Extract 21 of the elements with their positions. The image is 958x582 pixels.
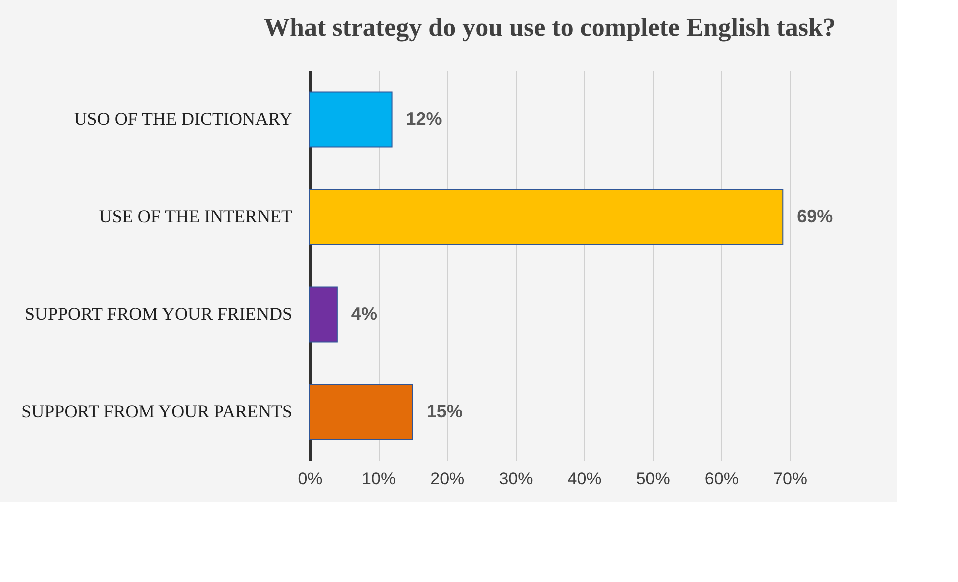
bar bbox=[310, 286, 338, 343]
x-tick-label: 70% bbox=[773, 470, 808, 488]
data-label: 15% bbox=[426, 401, 463, 422]
x-tick-label: 20% bbox=[430, 470, 465, 488]
x-tick-label: 0% bbox=[298, 470, 323, 488]
x-tick-label: 40% bbox=[568, 470, 602, 488]
bar bbox=[310, 189, 784, 246]
x-tick-label: 10% bbox=[362, 470, 396, 488]
y-tick-label: SUPPORT FROM YOUR FRIENDS bbox=[25, 304, 292, 324]
data-label: 69% bbox=[797, 206, 834, 226]
x-tick-label: 30% bbox=[499, 470, 534, 488]
y-tick-label: USO OF THE DICTIONARY bbox=[74, 108, 292, 129]
y-tick-label: USE OF THE INTERNET bbox=[99, 206, 292, 226]
data-label: 12% bbox=[406, 108, 442, 129]
data-label: 4% bbox=[351, 304, 378, 324]
x-tick-label: 50% bbox=[636, 470, 670, 488]
chart-title: What strategy do you use to complete English task? bbox=[264, 13, 836, 42]
x-tick-label: 60% bbox=[704, 470, 739, 488]
bar bbox=[310, 384, 414, 440]
bar bbox=[310, 92, 393, 148]
y-tick-label: SUPPORT FROM YOUR PARENTS bbox=[22, 401, 292, 422]
